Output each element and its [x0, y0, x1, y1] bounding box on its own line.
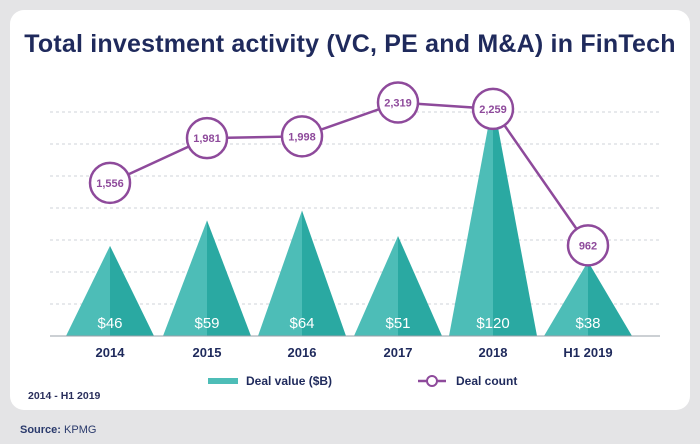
- deal-value-label: $64: [289, 315, 314, 332]
- deal-value-bar-right: [398, 236, 442, 336]
- deal-value-bar-right: [207, 220, 251, 336]
- chart-title: Total investment activity (VC, PE and M&…: [24, 30, 676, 58]
- deal-value-label: $120: [476, 315, 509, 332]
- deal-count-marker: [471, 87, 515, 131]
- deal-count-label: 1,981: [193, 133, 221, 145]
- deal-value-bar-left: [544, 261, 588, 336]
- x-tick-label: H1 2019: [563, 345, 612, 360]
- deal-count-marker: [566, 224, 610, 267]
- deal-count-marker: [88, 161, 132, 205]
- deal-count-marker: [280, 115, 324, 158]
- deal-value-label: $59: [194, 315, 219, 332]
- deal-count-marker: [185, 116, 229, 160]
- x-tick-label: 2018: [479, 345, 508, 360]
- deal-count-marker: [376, 81, 420, 124]
- x-tick-label: 2017: [384, 345, 413, 360]
- deal-value-bar-left: [258, 210, 302, 336]
- deal-value-bar-right: [493, 100, 537, 336]
- deal-value-bar-left: [163, 220, 207, 336]
- deal-value-label: $38: [575, 315, 600, 332]
- x-tick-label: 2014: [96, 345, 126, 360]
- deal-value-bar-left: [66, 245, 110, 336]
- x-tick-label: 2016: [288, 345, 317, 360]
- deal-count-label: 962: [579, 240, 597, 252]
- deal-count-label: 1,556: [96, 178, 124, 190]
- source-value: KPMG: [64, 424, 97, 436]
- legend-label-deal-value: Deal value ($B): [246, 374, 332, 388]
- deal-value-label: $46: [97, 315, 122, 332]
- deal-count-label: 1,998: [288, 131, 316, 143]
- legend-swatch-deal-count-marker: [426, 375, 438, 387]
- deal-count-line: [109, 101, 590, 247]
- source-label: Source:: [20, 424, 61, 436]
- period-note: 2014 - H1 2019: [28, 390, 101, 402]
- deal-value-bar-right: [588, 261, 632, 336]
- legend-label-deal-count: Deal count: [456, 374, 517, 388]
- legend-swatch-deal-value: [208, 378, 238, 384]
- deal-value-label: $51: [385, 315, 410, 332]
- source-line: Source: KPMG: [20, 424, 96, 436]
- x-tick-label: 2015: [193, 345, 222, 360]
- deal-count-label: 2,259: [479, 104, 507, 116]
- deal-value-bar-left: [449, 100, 493, 336]
- deal-value-bar-right: [110, 245, 154, 336]
- chart-card: [10, 10, 690, 410]
- deal-value-bar-left: [354, 236, 398, 336]
- deal-count-label: 2,319: [384, 98, 412, 110]
- deal-value-bar-right: [302, 210, 346, 336]
